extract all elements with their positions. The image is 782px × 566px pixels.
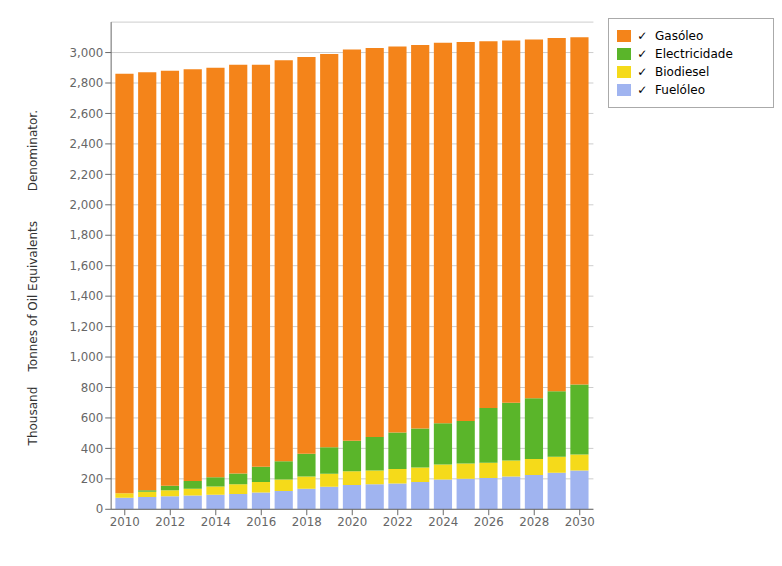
- svg-text:1,200: 1,200: [70, 320, 104, 334]
- svg-text:2028: 2028: [519, 515, 549, 529]
- svg-text:200: 200: [81, 472, 104, 486]
- svg-text:2,000: 2,000: [70, 198, 104, 212]
- html-text:✓ Electricidade: ✓ Electricidade: [637, 47, 733, 61]
- svg-text:600: 600: [81, 411, 104, 425]
- svg-text:800: 800: [81, 381, 104, 395]
- svg-text:1,400: 1,400: [70, 289, 104, 303]
- svg-text:2012: 2012: [155, 515, 185, 529]
- svg-text:2,600: 2,600: [70, 107, 104, 121]
- svg-text:2020: 2020: [337, 515, 367, 529]
- svg-text:0: 0: [96, 502, 104, 516]
- svg-text:1,000: 1,000: [70, 350, 104, 364]
- html-text:✓ Biodiesel: ✓ Biodiesel: [637, 65, 710, 79]
- svg-text:400: 400: [81, 442, 104, 456]
- svg-text:2,200: 2,200: [70, 168, 104, 182]
- svg-text:2010: 2010: [110, 515, 140, 529]
- svg-text:1,600: 1,600: [70, 259, 104, 273]
- html-text:✓ Fuelóleo: ✓ Fuelóleo: [637, 83, 705, 97]
- svg-text:2018: 2018: [292, 515, 322, 529]
- svg-text:2030: 2030: [565, 515, 595, 529]
- svg-text:3,000: 3,000: [70, 46, 104, 60]
- html-text:Thousand Tonnes of Oil Equival: Thousand Tonnes of Oil Equivalents: [25, 221, 40, 446]
- svg-text:2,800: 2,800: [70, 76, 104, 90]
- svg-text:2014: 2014: [201, 515, 231, 529]
- svg-text:1,800: 1,800: [70, 228, 104, 242]
- svg-text:2024: 2024: [428, 515, 458, 529]
- svg-text:2,400: 2,400: [70, 137, 104, 151]
- html-text:✓ Gasóleo: ✓ Gasóleo: [637, 29, 704, 43]
- svg-text:2026: 2026: [474, 515, 504, 529]
- html-text:Denominator.: Denominator.: [25, 110, 40, 192]
- svg-text:2022: 2022: [383, 515, 413, 529]
- svg-text:2016: 2016: [246, 515, 276, 529]
